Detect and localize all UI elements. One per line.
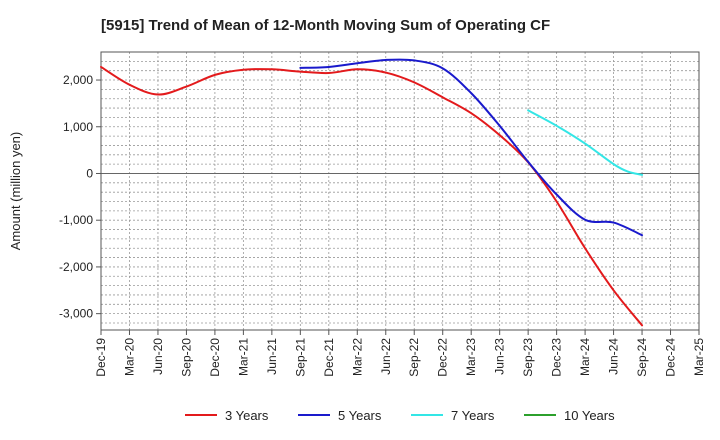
- x-tick-label: Mar-22: [350, 338, 364, 376]
- y-tick-label: 1,000: [63, 120, 93, 134]
- x-tick-label: Sep-24: [635, 338, 649, 377]
- x-tick-label: Jun-24: [607, 338, 621, 375]
- x-tick-label: Sep-21: [293, 338, 307, 377]
- legend-label-7-years: 7 Years: [451, 408, 495, 423]
- legend: 3 Years 5 Years 7 Years 10 Years: [185, 408, 615, 423]
- legend-label-10-years: 10 Years: [564, 408, 615, 423]
- x-tick-label: Jun-23: [493, 338, 507, 375]
- legend-label-5-years: 5 Years: [338, 408, 382, 423]
- y-tick-label: 0: [86, 166, 93, 180]
- series-layer: [100, 58, 644, 327]
- x-tick-label: Mar-24: [578, 338, 592, 376]
- x-tick-label: Dec-23: [550, 338, 564, 377]
- x-tick-label: Sep-20: [179, 338, 193, 377]
- plot-area: [101, 52, 699, 330]
- x-tick-label: Mar-23: [464, 338, 478, 376]
- x-tick-label: Dec-24: [664, 338, 678, 377]
- x-tick-label: Sep-22: [407, 338, 421, 377]
- y-tick-label: 2,000: [63, 73, 93, 87]
- series-line-7-years: [527, 109, 644, 176]
- y-axis-ticks: 2,000 1,000 0 -1,000 -2,000 -3,000: [59, 73, 101, 321]
- series-line-3-years: [100, 65, 644, 327]
- x-tick-label: Mar-25: [692, 338, 706, 376]
- x-axis-ticks: Dec-19 Mar-20 Jun-20 Sep-20 Dec-20 Mar-21 Jun-…: [94, 330, 706, 377]
- x-tick-label: Dec-20: [208, 338, 222, 377]
- x-tick-label: Mar-20: [122, 338, 136, 376]
- legend-label-3-years: 3 Years: [225, 408, 269, 423]
- chart-title: [5915] Trend of Mean of 12-Month Moving …: [101, 17, 550, 34]
- x-tick-label: Mar-21: [236, 338, 250, 376]
- y-tick-label: -2,000: [59, 260, 93, 274]
- x-tick-label: Jun-22: [379, 338, 393, 375]
- y-tick-label: -1,000: [59, 213, 93, 227]
- x-tick-label: Dec-21: [322, 338, 336, 377]
- series-line-5-years: [299, 58, 644, 237]
- x-tick-label: Jun-21: [265, 338, 279, 375]
- x-tick-label: Sep-23: [521, 338, 535, 377]
- x-tick-label: Dec-19: [94, 338, 108, 377]
- y-tick-label: -3,000: [59, 307, 93, 321]
- plot-border: [100, 51, 700, 331]
- x-tick-label: Jun-20: [151, 338, 165, 375]
- y-axis-label: Amount (million yen): [8, 132, 23, 251]
- x-tick-label: Dec-22: [436, 338, 450, 377]
